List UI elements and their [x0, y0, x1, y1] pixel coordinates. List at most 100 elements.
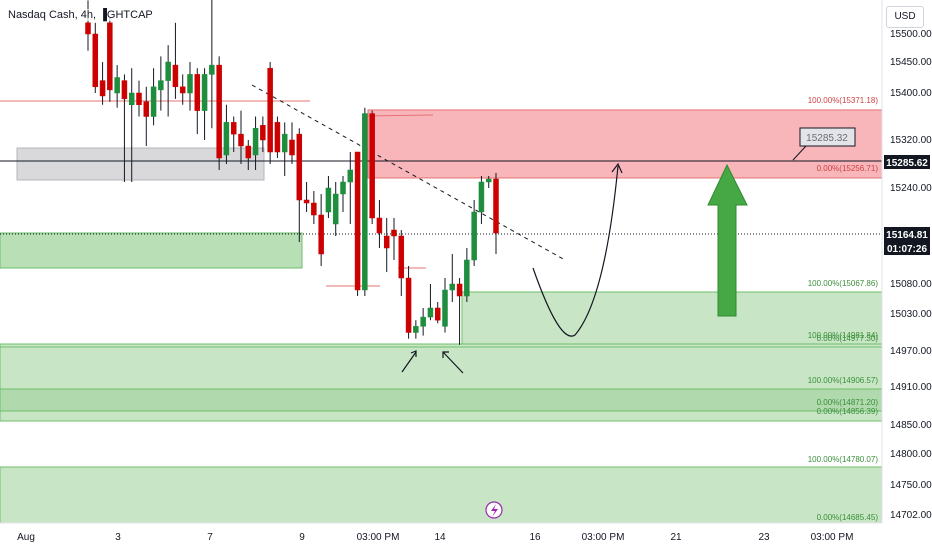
candle-body — [194, 74, 201, 111]
price-tick-label: 14970.00 — [890, 346, 932, 357]
candle-body — [99, 80, 106, 97]
target-up-arrow — [707, 163, 748, 317]
demand-zone-2 — [0, 343, 883, 390]
candle-body — [340, 181, 346, 195]
candle-body — [128, 92, 135, 105]
time-tick-label: 3 — [115, 532, 121, 543]
candle-body — [347, 169, 354, 183]
price-tick-label: 15500.00 — [890, 29, 932, 40]
time-tick-label: 23 — [758, 532, 770, 543]
candle-body — [150, 86, 157, 117]
candle-body — [376, 217, 383, 234]
candle-body — [281, 133, 288, 153]
supply-zone-top-line — [367, 114, 434, 117]
price-tick-label: 15240.00 — [890, 183, 932, 194]
candle-body — [92, 33, 99, 88]
demand-zone-1 — [461, 291, 883, 348]
price-label-text: 15164.81 — [886, 230, 928, 241]
consolidation-zone — [16, 147, 265, 181]
zone-level-label: 100.00%(15067.86) — [808, 279, 879, 288]
demand-zone-4 — [0, 466, 883, 524]
projection-arrowhead — [611, 162, 623, 174]
candle-body — [325, 187, 332, 213]
time-tick-label: Aug — [17, 532, 35, 543]
candle-body — [201, 74, 208, 111]
candle-body — [471, 211, 477, 261]
zone-level-label: 100.00%(14780.07) — [808, 455, 879, 464]
zone-level-label: 100.00%(14906.57) — [808, 376, 879, 385]
candle-body — [85, 22, 91, 35]
time-tick-label: 03:00 PM — [811, 532, 854, 543]
price-tick-label: 14850.00 — [890, 420, 932, 431]
candle-body — [209, 64, 215, 75]
currency-button[interactable]: USD — [886, 6, 924, 28]
candle-body — [238, 133, 244, 147]
zone-level-label: 0.00%(14977.30) — [817, 334, 879, 343]
candle-body — [274, 122, 281, 153]
candle-body — [114, 77, 120, 94]
candle-body — [179, 86, 186, 94]
candle-body — [187, 74, 193, 94]
candle-body — [405, 277, 412, 333]
candle-body — [391, 229, 397, 237]
candle-body — [442, 289, 448, 327]
candle-body — [165, 61, 171, 81]
chart-title: Nasdaq Cash, 4h, ▐GHTCAP — [6, 9, 155, 21]
time-tick-label: 14 — [434, 532, 446, 543]
zone-level-label: 0.00%(14871.20) — [817, 398, 879, 407]
lightning-icon-bolt — [491, 504, 498, 517]
time-tick-label: 03:00 PM — [357, 532, 400, 543]
candle-body — [252, 128, 259, 156]
candle-body — [354, 151, 361, 291]
price-tick-label: 15320.00 — [890, 135, 932, 146]
candle-body — [158, 80, 164, 91]
price-label-box — [884, 227, 930, 241]
supply-zone — [367, 109, 883, 179]
demand-zone-3b — [0, 410, 883, 422]
price-tick-label: 14750.00 — [890, 480, 932, 491]
price-axis — [882, 0, 932, 550]
zone-level-label: 100.00%(14981.84) — [808, 331, 879, 340]
candle-body — [245, 145, 252, 159]
price-tick-label: 15030.00 — [890, 309, 932, 320]
zone-level-label: 100.00%(15371.18) — [808, 96, 879, 105]
time-tick-label: 21 — [670, 532, 682, 543]
candle-body — [296, 133, 303, 201]
candle-body — [121, 80, 128, 100]
candle-body — [318, 214, 324, 255]
candle-body — [420, 316, 426, 327]
price-label-text: 15285.62 — [886, 158, 928, 169]
price-callout-text: 15285.32 — [806, 133, 848, 144]
trend-line — [251, 84, 566, 261]
candle-body — [172, 64, 179, 88]
candle-body — [311, 202, 317, 216]
candle-body — [427, 307, 434, 318]
candle-body — [332, 193, 339, 225]
candle-body — [456, 283, 463, 297]
price-label-box — [884, 155, 930, 169]
candle-body — [383, 235, 390, 249]
candle-body — [485, 178, 492, 183]
price-callout-pointer — [792, 145, 807, 161]
zone-level-label: 0.00%(14856.39) — [817, 407, 879, 416]
price-tick-label: 14702.00 — [890, 510, 932, 521]
candle-body — [303, 199, 310, 204]
demand-zone-3 — [0, 388, 883, 412]
candle-body — [449, 283, 456, 291]
projection-curve — [532, 165, 619, 337]
zone-level-label: 0.00%(15256.71) — [817, 164, 879, 173]
candle-body — [434, 307, 441, 321]
time-tick-label: 7 — [207, 532, 213, 543]
candle-body — [493, 178, 499, 234]
candle-body — [230, 122, 237, 135]
time-tick-label: 9 — [299, 532, 305, 543]
candle-body — [289, 139, 295, 156]
price-tick-label: 15400.00 — [890, 88, 932, 99]
price-label-box — [884, 241, 930, 255]
candle-body — [267, 67, 273, 153]
candle-body — [362, 113, 368, 291]
price-tick-label: 15450.00 — [890, 57, 932, 68]
price-label-text: 01:07:26 — [887, 244, 927, 255]
demand-zone-left — [0, 232, 303, 269]
